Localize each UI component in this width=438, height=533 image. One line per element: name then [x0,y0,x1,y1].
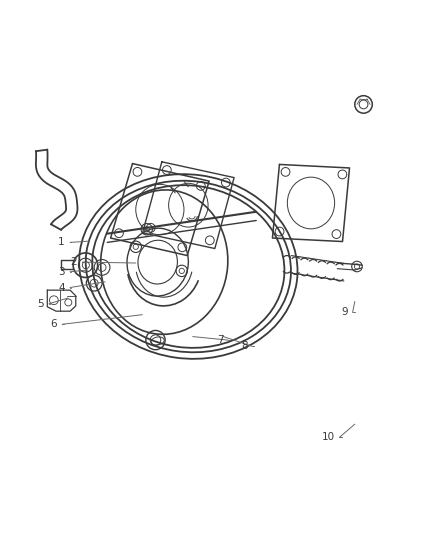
Text: 10: 10 [322,432,335,442]
Text: 5: 5 [37,298,44,309]
Text: 4: 4 [58,282,65,293]
Text: 1: 1 [58,237,65,247]
Text: 3: 3 [58,266,65,277]
Text: 6: 6 [50,319,57,329]
Text: 2: 2 [70,257,77,267]
Text: 7: 7 [217,335,223,345]
Text: 8: 8 [241,341,247,351]
Text: 9: 9 [342,308,348,318]
